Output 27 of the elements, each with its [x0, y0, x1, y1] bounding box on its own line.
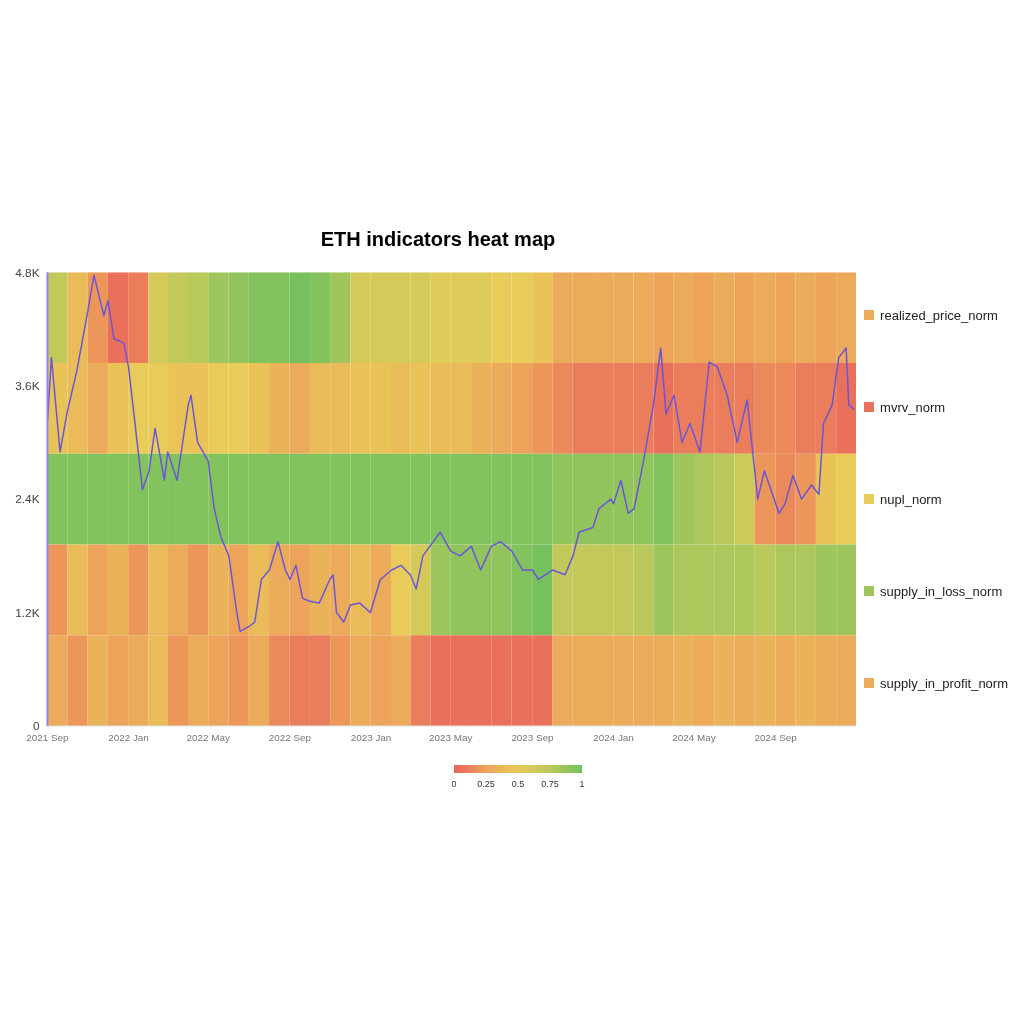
- x-tick-label: 2024 Sep: [754, 731, 798, 743]
- y-tick-label: supply_in_loss_norm: [879, 582, 1004, 601]
- color-bar-label: 0.75: [541, 779, 559, 789]
- y2-tick-label: 2.4K: [15, 492, 40, 507]
- x-tick-label: 2023 Jan: [350, 731, 392, 743]
- x-tick-label: 2021 Sep: [26, 731, 70, 743]
- y2-tick-label: 3.6K: [15, 378, 40, 393]
- color-bar-label: 0.25: [477, 779, 495, 789]
- x-tick-label: 2023 May: [429, 731, 473, 743]
- y-tick-label: realized_price_norm: [879, 306, 999, 325]
- y-tick-label: mvrv_norm: [879, 398, 947, 417]
- color-bar-label: 0: [451, 779, 457, 789]
- y2-tick-label: 0: [32, 719, 40, 734]
- x-tick-label: 2022 Sep: [268, 731, 312, 743]
- x-tick-label: 2023 Sep: [511, 731, 555, 743]
- x-tick-label: 2022 Jan: [108, 731, 149, 743]
- y-tick-label: nupl_norm: [879, 490, 943, 509]
- chart-title: ETH indicators heat map: [319, 228, 557, 251]
- color-bar-label: 1: [579, 779, 585, 789]
- x-tick-label: 2024 Jan: [593, 731, 634, 743]
- x-tick-label: 2022 May: [186, 731, 230, 743]
- color-bar-label: 0.5: [511, 779, 525, 789]
- y-tick-label: supply_in_profit_norm: [879, 674, 1008, 693]
- y2-tick-label: 4.8K: [15, 265, 40, 280]
- y2-tick-label: 1.2K: [15, 605, 40, 620]
- x-tick-label: 2024 May: [672, 731, 716, 743]
- line-series: [47, 274, 855, 633]
